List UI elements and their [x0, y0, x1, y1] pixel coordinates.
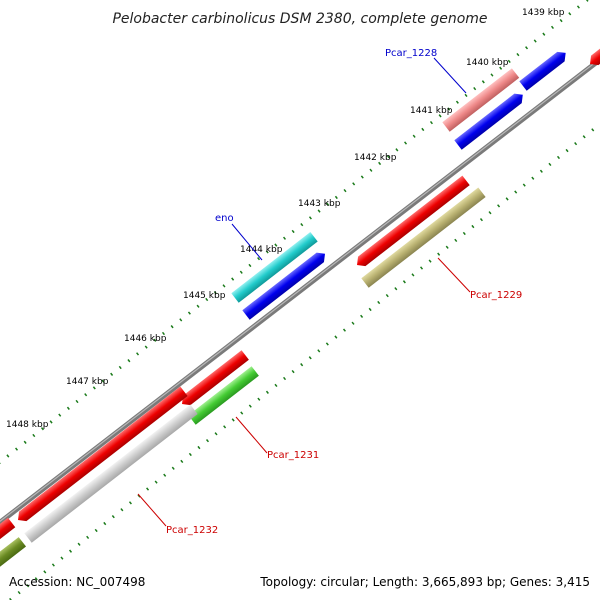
kbp-label-1443: 1443 kbp [298, 199, 341, 209]
kbp-label-1445: 1445 kbp [183, 291, 226, 301]
genome-summary-text: Topology: circular; Length: 3,665,893 bp… [259, 575, 590, 589]
gene-pcar-1232-reverse[interactable] [14, 386, 188, 525]
genome-backbone [0, 56, 600, 526]
label-pcar-1231[interactable]: Pcar_1231 [267, 450, 319, 461]
callout-eno: eno [215, 213, 263, 261]
gene-pcar-1229-reverse[interactable] [353, 175, 470, 270]
kbp-label-1439: 1439 kbp [522, 8, 565, 18]
callout-pcar-1228: Pcar_1228 [385, 48, 467, 94]
gene-pcar-1232-grey[interactable] [24, 404, 198, 543]
gene-pcar-1231-green[interactable] [188, 366, 259, 425]
kbp-label-1442: 1442 kbp [354, 153, 397, 163]
label-pcar-1228[interactable]: Pcar_1228 [385, 48, 437, 59]
gene-reverse-offpage-right[interactable] [586, 40, 600, 69]
gene-reverse-offpage-left[interactable] [0, 517, 16, 552]
label-pcar-1232[interactable]: Pcar_1232 [166, 525, 218, 536]
gene-pcar-1230-reverse[interactable] [178, 350, 249, 409]
gene-darkolive-offpage-left[interactable] [0, 537, 27, 575]
kbp-label-1447: 1447 kbp [66, 377, 109, 387]
kbp-label-1441: 1441 kbp [410, 106, 453, 116]
gene-pcar-1228-pink[interactable] [442, 68, 520, 132]
label-pcar-1229[interactable]: Pcar_1229 [470, 290, 522, 301]
kbp-label-1446: 1446 kbp [124, 334, 167, 344]
callout-pcar-1231: Pcar_1231 [235, 416, 319, 461]
kbp-label-1444: 1444 kbp [240, 245, 283, 255]
label-eno[interactable]: eno [215, 213, 234, 224]
gene-eno-forward[interactable] [242, 249, 328, 320]
gene-pcar-1229-olive[interactable] [361, 187, 486, 288]
inner-tick-track [9, 122, 600, 600]
callout-pcar-1229: Pcar_1229 [437, 257, 522, 301]
kbp-label-1440: 1440 kbp [466, 58, 509, 68]
accession-text: Accession: NC_007498 [9, 575, 145, 589]
gene-forward-1227[interactable] [519, 48, 569, 91]
kbp-label-1448: 1448 kbp [6, 420, 49, 430]
callout-pcar-1232: Pcar_1232 [137, 493, 218, 536]
gene-eno-cyan[interactable] [231, 231, 318, 303]
map-title: Pelobacter carbinolicus DSM 2380, comple… [112, 11, 487, 27]
gene-pcar-1228-forward[interactable] [454, 90, 526, 150]
